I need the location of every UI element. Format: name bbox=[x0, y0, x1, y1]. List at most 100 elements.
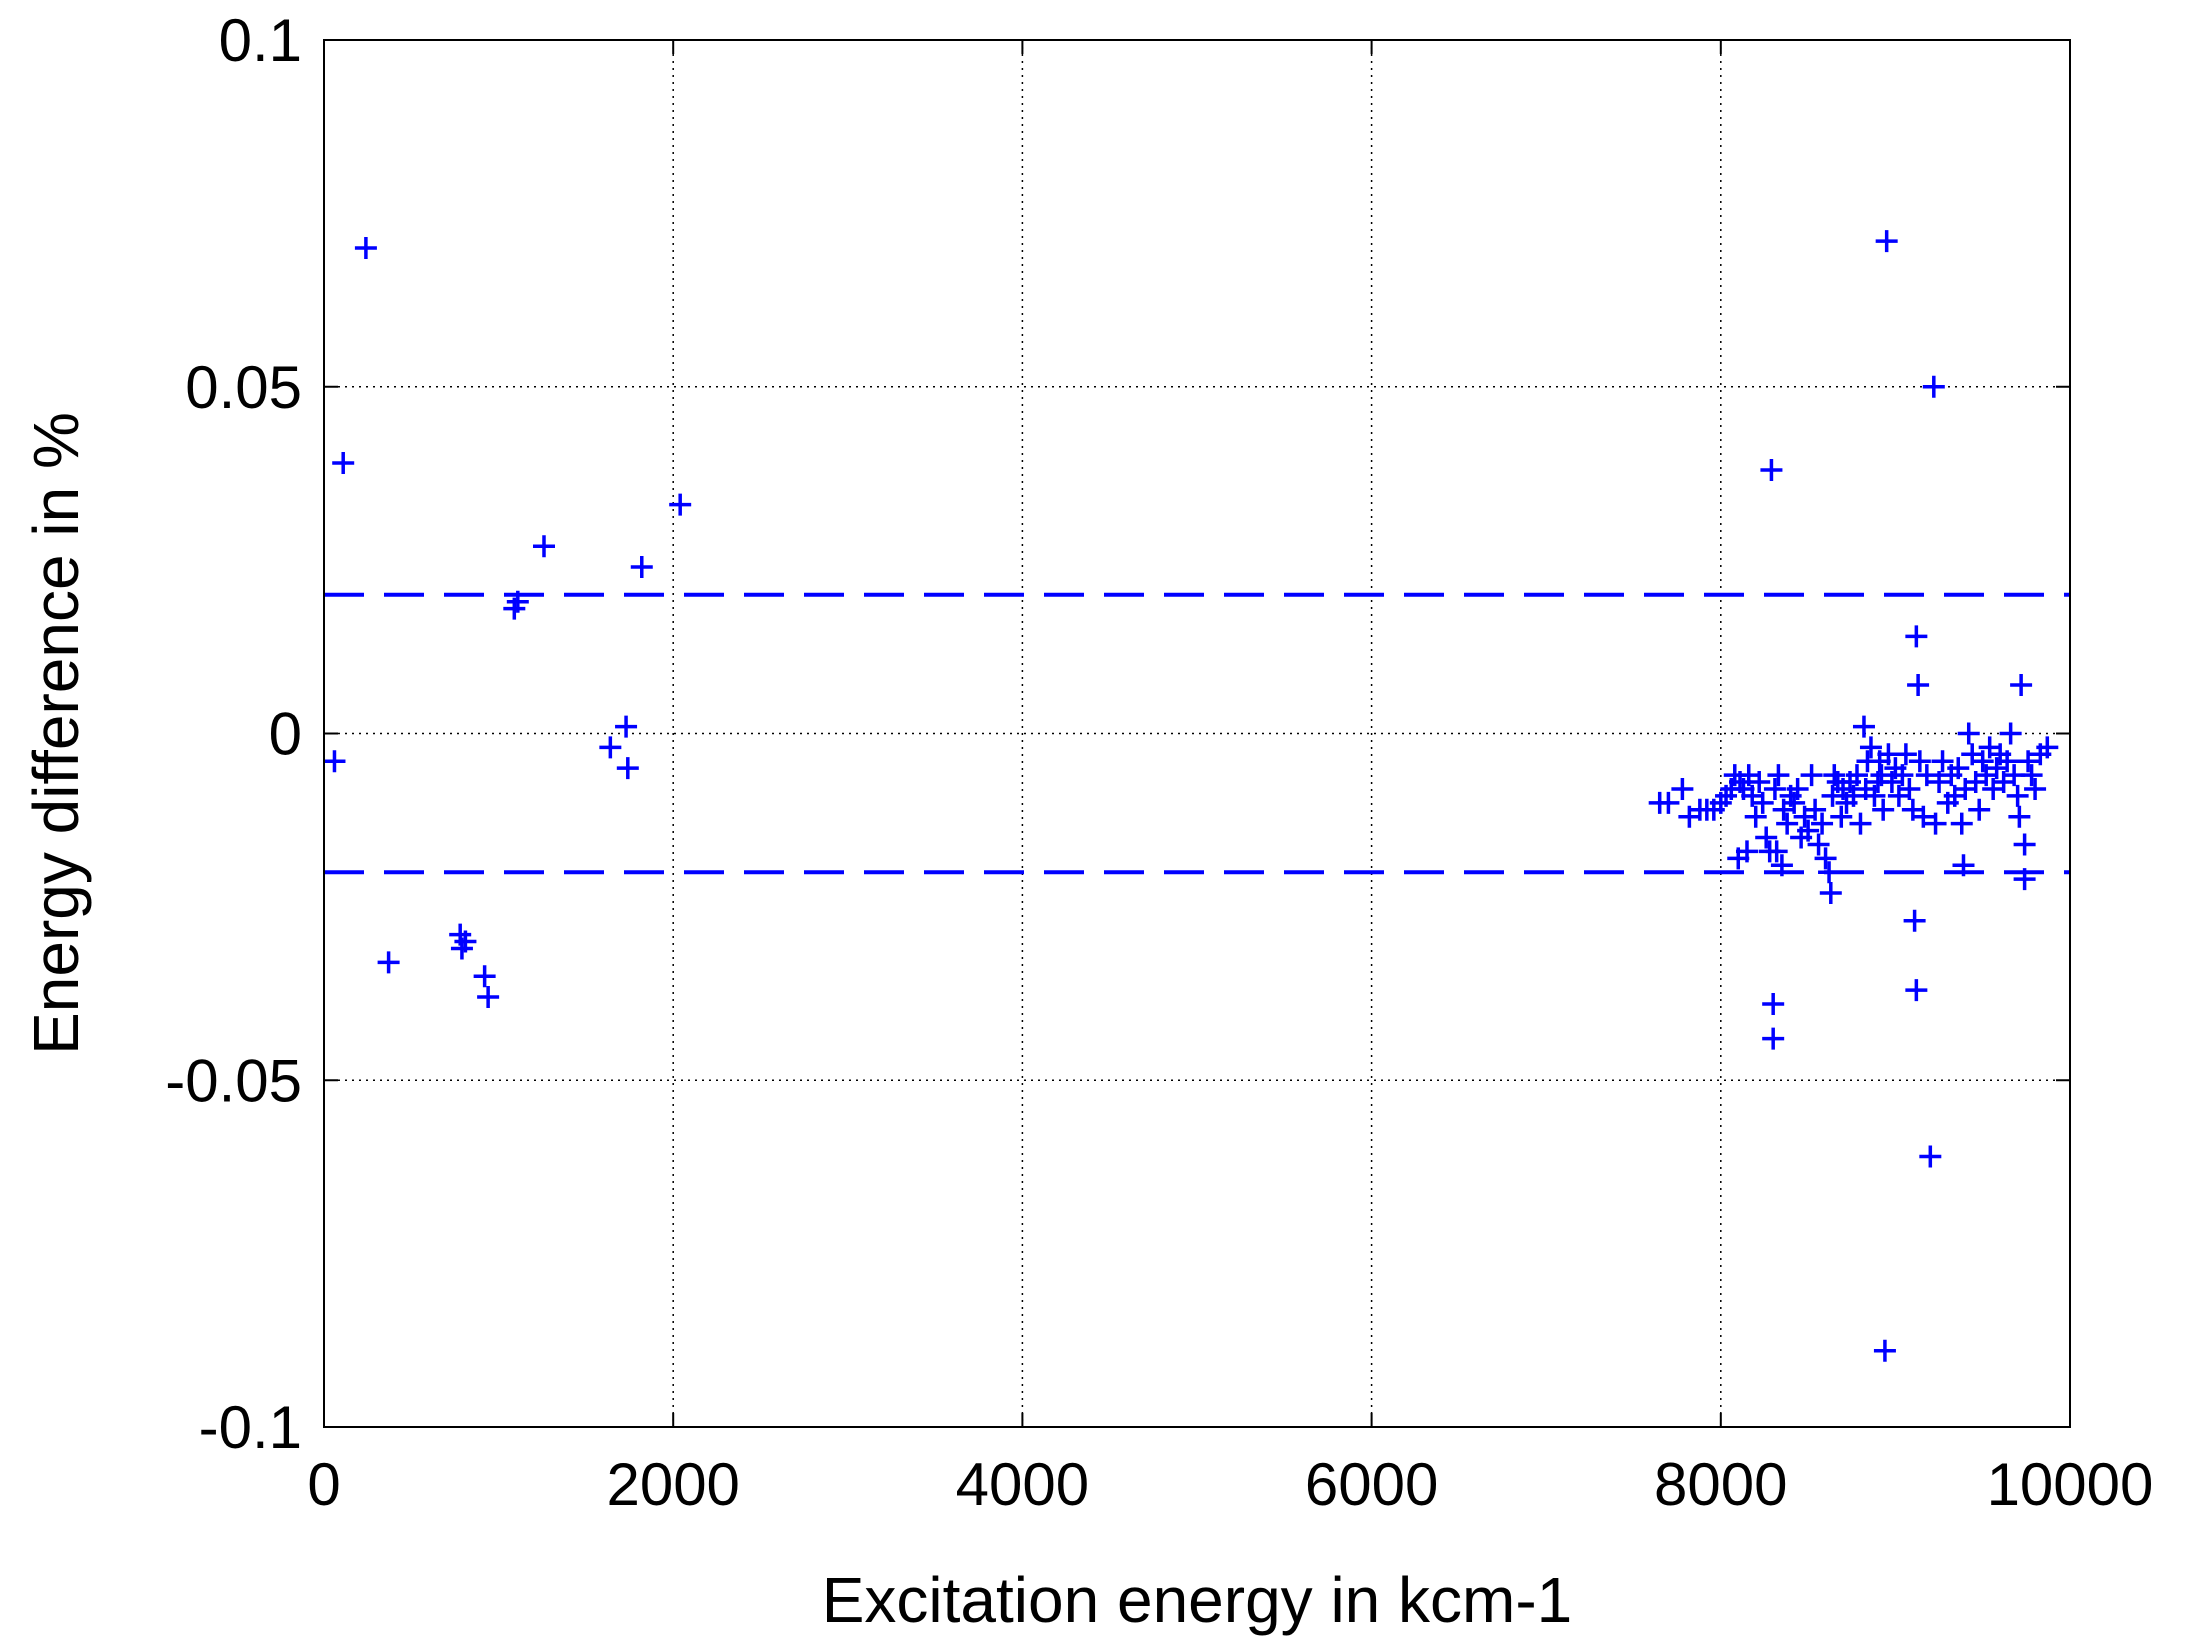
data-point bbox=[1852, 715, 1875, 738]
data-point bbox=[2008, 805, 2031, 828]
data-point bbox=[1968, 798, 1991, 821]
data-point bbox=[1919, 1145, 1942, 1168]
grid-lines bbox=[324, 40, 2070, 1427]
data-point bbox=[1842, 784, 1865, 807]
data-point bbox=[1814, 847, 1837, 870]
data-point bbox=[2020, 764, 2043, 787]
data-point bbox=[1735, 840, 1758, 863]
data-point bbox=[1783, 791, 1806, 814]
data-point bbox=[630, 556, 653, 579]
x-tick-label: 8000 bbox=[1654, 1451, 1787, 1518]
x-tick-label: 2000 bbox=[606, 1451, 739, 1518]
data-point bbox=[2013, 833, 2036, 856]
data-point bbox=[1763, 777, 1786, 800]
data-point bbox=[473, 965, 496, 988]
data-point bbox=[616, 757, 639, 780]
data-point bbox=[1950, 812, 1973, 835]
data-point bbox=[615, 715, 638, 738]
data-point bbox=[1807, 833, 1830, 856]
data-point bbox=[354, 237, 377, 260]
y-tick-label: -0.05 bbox=[165, 1047, 302, 1114]
y-tick-label: -0.1 bbox=[199, 1394, 302, 1461]
data-point bbox=[1905, 979, 1928, 1002]
data-point bbox=[1908, 750, 1931, 773]
x-tick-label: 10000 bbox=[1987, 1451, 2154, 1518]
data-point bbox=[599, 736, 622, 759]
data-point bbox=[1928, 771, 1951, 794]
data-point bbox=[1657, 791, 1680, 814]
data-point bbox=[1907, 673, 1930, 696]
data-point bbox=[1755, 826, 1778, 849]
data-point bbox=[1767, 764, 1790, 787]
x-axis-label: Excitation energy in kcm-1 bbox=[822, 1564, 1573, 1636]
data-point bbox=[2017, 750, 2040, 773]
data-point bbox=[1671, 777, 1694, 800]
data-point bbox=[1748, 771, 1771, 794]
data-point bbox=[1891, 764, 1914, 787]
data-point bbox=[1898, 777, 1921, 800]
data-point bbox=[1765, 840, 1788, 863]
y-tick-label: 0 bbox=[269, 701, 302, 768]
data-point bbox=[1931, 750, 1954, 773]
threshold-lines bbox=[324, 592, 2070, 875]
data-point bbox=[1872, 798, 1895, 821]
data-point bbox=[1744, 805, 1767, 828]
data-point bbox=[1786, 777, 1809, 800]
data-point bbox=[332, 452, 355, 475]
y-axis-label: Energy difference in % bbox=[20, 412, 92, 1055]
data-point bbox=[1859, 736, 1882, 759]
data-point bbox=[1849, 812, 1872, 835]
y-tick-label: 0.1 bbox=[219, 7, 302, 74]
data-point bbox=[1912, 805, 1935, 828]
data-point bbox=[1804, 798, 1827, 821]
data-point bbox=[1999, 722, 2022, 745]
data-point bbox=[477, 986, 500, 1009]
data-point bbox=[1924, 812, 1947, 835]
y-tick-labels: -0.1 -0.05 0 0.05 0.1 bbox=[165, 7, 302, 1461]
data-point bbox=[669, 493, 692, 516]
data-point bbox=[506, 590, 529, 613]
data-point bbox=[532, 535, 555, 558]
data-point bbox=[1971, 750, 1994, 773]
data-point bbox=[1818, 861, 1841, 884]
data-point bbox=[1915, 764, 1938, 787]
data-point bbox=[1800, 764, 1823, 787]
data-point bbox=[1947, 757, 1970, 780]
x-tick-label: 0 bbox=[307, 1451, 340, 1518]
data-point bbox=[1905, 625, 1928, 648]
data-point bbox=[323, 750, 346, 773]
data-point bbox=[2024, 777, 2047, 800]
data-point bbox=[1873, 1339, 1896, 1362]
data-point bbox=[377, 951, 400, 974]
data-point bbox=[1957, 722, 1980, 745]
data-point bbox=[1875, 230, 1898, 253]
data-point bbox=[1863, 784, 1886, 807]
data-point bbox=[1922, 375, 1945, 398]
data-point bbox=[1776, 812, 1799, 835]
data-point bbox=[1819, 882, 1842, 905]
x-tick-label: 6000 bbox=[1305, 1451, 1438, 1518]
data-points bbox=[323, 230, 2059, 1362]
data-point bbox=[1762, 1027, 1785, 1050]
data-point bbox=[1894, 743, 1917, 766]
data-point bbox=[1952, 854, 1975, 877]
x-tick-label: 4000 bbox=[956, 1451, 1089, 1518]
data-point bbox=[1760, 458, 1783, 481]
data-point bbox=[2006, 784, 2029, 807]
data-point bbox=[1903, 909, 1926, 932]
data-point bbox=[1830, 805, 1853, 828]
data-point bbox=[1996, 750, 2019, 773]
data-point bbox=[2036, 736, 2059, 759]
data-point bbox=[1811, 812, 1834, 835]
data-point bbox=[2013, 868, 2036, 891]
data-point bbox=[1797, 819, 1820, 842]
data-point bbox=[454, 930, 477, 953]
x-tick-labels: 0 2000 4000 6000 8000 10000 bbox=[307, 1451, 2153, 1518]
axis-ticks bbox=[323, 39, 2071, 1428]
data-point bbox=[1751, 791, 1774, 814]
data-point bbox=[2010, 673, 2033, 696]
data-point bbox=[1845, 764, 1868, 787]
data-point bbox=[1770, 854, 1793, 877]
y-tick-label: 0.05 bbox=[185, 354, 302, 421]
